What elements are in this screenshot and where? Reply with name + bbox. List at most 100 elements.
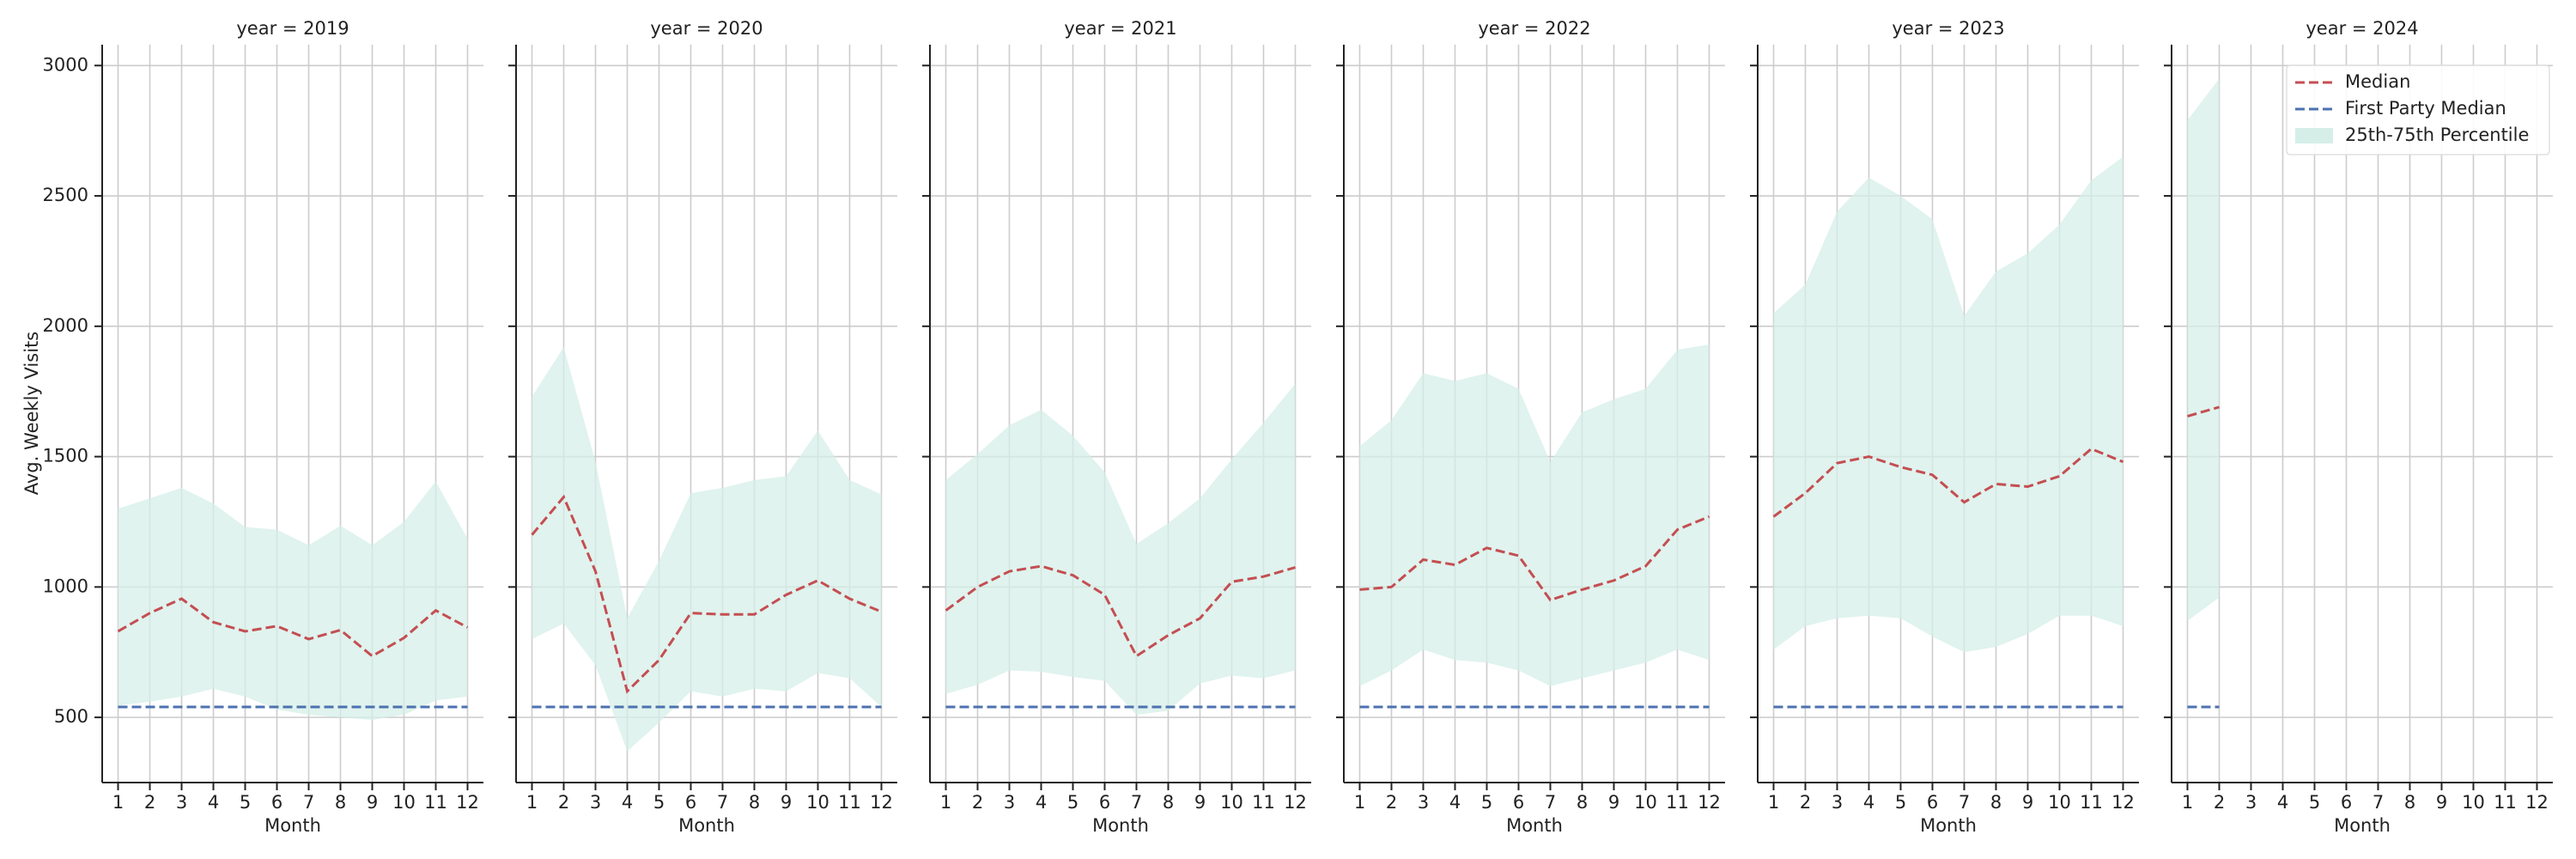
x-tick-label: 5 [1895, 792, 1906, 813]
line-0 [531, 494, 883, 694]
x-tick-label: 8 [335, 792, 346, 813]
x-tick-label: 11 [2494, 792, 2517, 813]
y-tick-label: 2000 [43, 315, 88, 336]
line-0 [1772, 447, 2124, 518]
x-tick-label: 4 [1036, 792, 1047, 813]
x-tick-label: 8 [749, 792, 760, 813]
x-tick-label: 5 [2309, 792, 2320, 813]
x-tick-label: 1 [940, 792, 951, 813]
x-tick-label: 11 [424, 792, 447, 813]
x-tick-label: 3 [1418, 792, 1429, 813]
x-tick-label: 4 [2277, 792, 2288, 813]
x-tick-label: 3 [176, 792, 187, 813]
x-tick-label: 11 [1666, 792, 1689, 813]
x-tick-label: 12 [2525, 792, 2549, 813]
x-tick-label: 11 [1252, 792, 1275, 813]
x-tick-label: 4 [622, 792, 633, 813]
line-0 [117, 597, 469, 658]
y-tick-label: 1000 [43, 576, 88, 596]
x-tick-label: 3 [2245, 792, 2257, 813]
x-axis-label: Month [1092, 815, 1149, 836]
x-tick-label: 11 [2080, 792, 2103, 813]
x-tick-label: 2 [144, 792, 155, 813]
x-tick-label: 4 [1863, 792, 1874, 813]
x-tick-label: 12 [870, 792, 893, 813]
x-tick-label: 10 [1220, 792, 1243, 813]
x-tick-label: 6 [1513, 792, 1524, 813]
line-0 [2187, 405, 2220, 417]
x-tick-label: 4 [208, 792, 219, 813]
x-tick-label: 7 [1959, 792, 1970, 813]
x-tick-label: 3 [590, 792, 601, 813]
y-tick-label: 1500 [43, 446, 88, 466]
percentile-band [2187, 78, 2220, 621]
line-0 [945, 564, 1296, 658]
x-tick-label: 8 [1163, 792, 1174, 813]
x-tick-label: 5 [240, 792, 251, 813]
x-tick-label: 9 [367, 792, 378, 813]
x-tick-label: 2 [972, 792, 983, 813]
x-tick-label: 11 [838, 792, 861, 813]
x-tick-label: 9 [2436, 792, 2447, 813]
x-tick-label: 3 [1004, 792, 1015, 813]
line-0 [1359, 515, 1710, 602]
x-tick-label: 12 [456, 792, 479, 813]
facet-title: year = 2019 [236, 18, 349, 39]
x-axis-label: Month [2334, 815, 2391, 836]
x-tick-label: 12 [1698, 792, 1721, 813]
x-tick-label: 7 [717, 792, 728, 813]
x-tick-label: 4 [1449, 792, 1461, 813]
percentile-band [532, 347, 882, 752]
facet-title: year = 2022 [1478, 18, 1590, 39]
facet-title: year = 2021 [1064, 18, 1176, 39]
x-tick-label: 1 [526, 792, 538, 813]
x-tick-label: 12 [2111, 792, 2135, 813]
x-tick-label: 8 [2404, 792, 2415, 813]
y-axis-label: Avg. Weekly Visits [21, 332, 42, 495]
x-axis-label: Month [678, 815, 735, 836]
x-tick-label: 10 [806, 792, 829, 813]
facet-title: year = 2020 [650, 18, 762, 39]
x-tick-label: 9 [2022, 792, 2033, 813]
x-tick-label: 10 [2462, 792, 2485, 813]
x-tick-label: 7 [1545, 792, 1556, 813]
y-tick-label: 500 [54, 706, 88, 727]
x-tick-label: 9 [1608, 792, 1619, 813]
x-tick-label: 2 [558, 792, 569, 813]
legend-swatch [2295, 128, 2333, 143]
x-tick-label: 5 [1067, 792, 1078, 813]
x-tick-label: 1 [1768, 792, 1779, 813]
x-tick-label: 7 [303, 792, 314, 813]
x-tick-label: 5 [1481, 792, 1492, 813]
facet-title: year = 2023 [1892, 18, 2004, 39]
percentile-band [1773, 156, 2123, 653]
x-tick-label: 6 [271, 792, 283, 813]
x-tick-label: 3 [1832, 792, 1843, 813]
x-axis-label: Month [1920, 815, 1977, 836]
x-tick-label: 2 [2214, 792, 2225, 813]
percentile-band [118, 481, 468, 721]
x-tick-label: 12 [1284, 792, 1307, 813]
x-tick-label: 1 [1354, 792, 1365, 813]
x-tick-label: 1 [2182, 792, 2193, 813]
x-tick-label: 8 [1990, 792, 2002, 813]
legend-label: First Party Median [2345, 98, 2506, 119]
x-tick-label: 6 [685, 792, 696, 813]
x-tick-label: 6 [1927, 792, 1938, 813]
x-tick-label: 7 [2372, 792, 2384, 813]
legend-label: 25th-75th Percentile [2345, 125, 2529, 145]
x-tick-label: 10 [392, 792, 416, 813]
x-tick-label: 9 [781, 792, 792, 813]
x-tick-label: 2 [1800, 792, 1811, 813]
y-tick-label: 3000 [43, 54, 88, 75]
x-tick-label: 10 [2048, 792, 2071, 813]
x-tick-label: 7 [1131, 792, 1142, 813]
facet-title: year = 2024 [2306, 18, 2418, 39]
legend-box [2286, 64, 2550, 155]
y-tick-label: 2500 [43, 185, 88, 205]
x-tick-label: 5 [653, 792, 665, 813]
x-tick-label: 2 [1386, 792, 1397, 813]
percentile-band [945, 383, 1296, 716]
percentile-band [1359, 344, 1710, 686]
